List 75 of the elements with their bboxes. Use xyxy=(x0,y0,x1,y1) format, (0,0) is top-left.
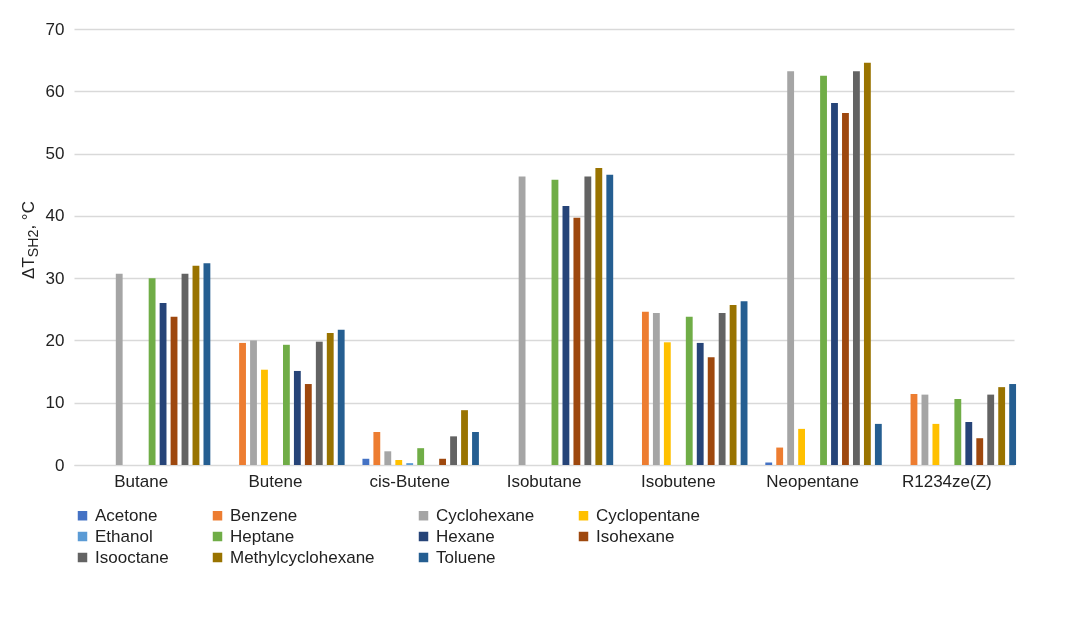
legend-label: Ethanol xyxy=(95,526,153,546)
bar xyxy=(573,217,581,465)
x-tick-label: Isobutane xyxy=(506,471,582,491)
bar xyxy=(863,62,871,465)
bar xyxy=(250,340,257,465)
legend-label: Benzene xyxy=(230,505,298,525)
bar xyxy=(787,71,795,465)
legend-label: Toluene xyxy=(436,547,496,567)
bar xyxy=(965,422,973,465)
legend-label: Heptane xyxy=(230,526,295,546)
x-tick-label: cis-Butene xyxy=(369,471,450,491)
bar xyxy=(595,167,603,465)
bar xyxy=(450,436,457,465)
legend-label: Isohexane xyxy=(596,526,675,546)
legend-label: Hexane xyxy=(436,526,495,546)
y-tick-label: 30 xyxy=(45,268,65,288)
bar xyxy=(685,316,693,465)
bar xyxy=(853,71,860,465)
bar xyxy=(315,341,323,465)
x-tick-label: Butane xyxy=(114,471,169,491)
bar xyxy=(203,263,211,465)
bar xyxy=(729,304,737,465)
bar xyxy=(304,384,312,465)
bar xyxy=(384,451,392,465)
legend-label: Isooctane xyxy=(95,547,169,567)
legend-label: Cyclopentane xyxy=(596,505,700,525)
bar xyxy=(362,458,370,465)
bar xyxy=(326,332,334,465)
bar xyxy=(696,342,704,465)
bar xyxy=(239,342,246,465)
bar xyxy=(337,329,345,465)
bar xyxy=(874,423,882,465)
y-tick-label: 60 xyxy=(45,81,65,101)
bar xyxy=(115,273,123,465)
bar xyxy=(373,431,381,465)
x-tick-label: Butene xyxy=(248,471,303,491)
y-tick-label: 40 xyxy=(45,206,65,226)
bar xyxy=(663,342,671,465)
x-tick-label: R1234ze(Z) xyxy=(901,471,992,491)
legend-label: Acetone xyxy=(95,505,158,525)
bar xyxy=(932,423,940,465)
bar xyxy=(707,357,715,465)
bar xyxy=(998,387,1006,465)
bar xyxy=(842,113,849,465)
bar xyxy=(718,313,726,465)
y-tick-label: 70 xyxy=(45,19,65,39)
y-tick-label: 10 xyxy=(45,393,65,413)
y-tick-label: 0 xyxy=(55,455,65,475)
legend-label: Cyclohexane xyxy=(436,505,535,525)
bar xyxy=(798,428,806,465)
bar xyxy=(584,176,592,465)
bar xyxy=(641,311,649,465)
bar xyxy=(1009,384,1017,465)
bar xyxy=(282,344,290,465)
y-tick-label: 50 xyxy=(45,144,65,164)
bar xyxy=(148,278,156,465)
bar xyxy=(417,448,425,465)
bar xyxy=(652,313,660,465)
bar xyxy=(820,75,827,465)
bar xyxy=(954,398,962,465)
bar xyxy=(439,458,447,465)
bar xyxy=(261,369,268,465)
bar xyxy=(606,174,614,465)
x-tick-label: Neopentane xyxy=(766,471,859,491)
bar xyxy=(776,447,784,465)
bar xyxy=(976,438,984,465)
bar xyxy=(472,431,479,465)
bar xyxy=(831,103,838,465)
bar xyxy=(461,410,468,465)
y-tick-label: 20 xyxy=(45,330,65,350)
x-tick-label: Isobutene xyxy=(640,471,716,491)
bar xyxy=(293,370,301,465)
legend-label: Methylcyclohexane xyxy=(230,547,375,567)
bar xyxy=(395,460,403,465)
bar xyxy=(987,394,995,465)
